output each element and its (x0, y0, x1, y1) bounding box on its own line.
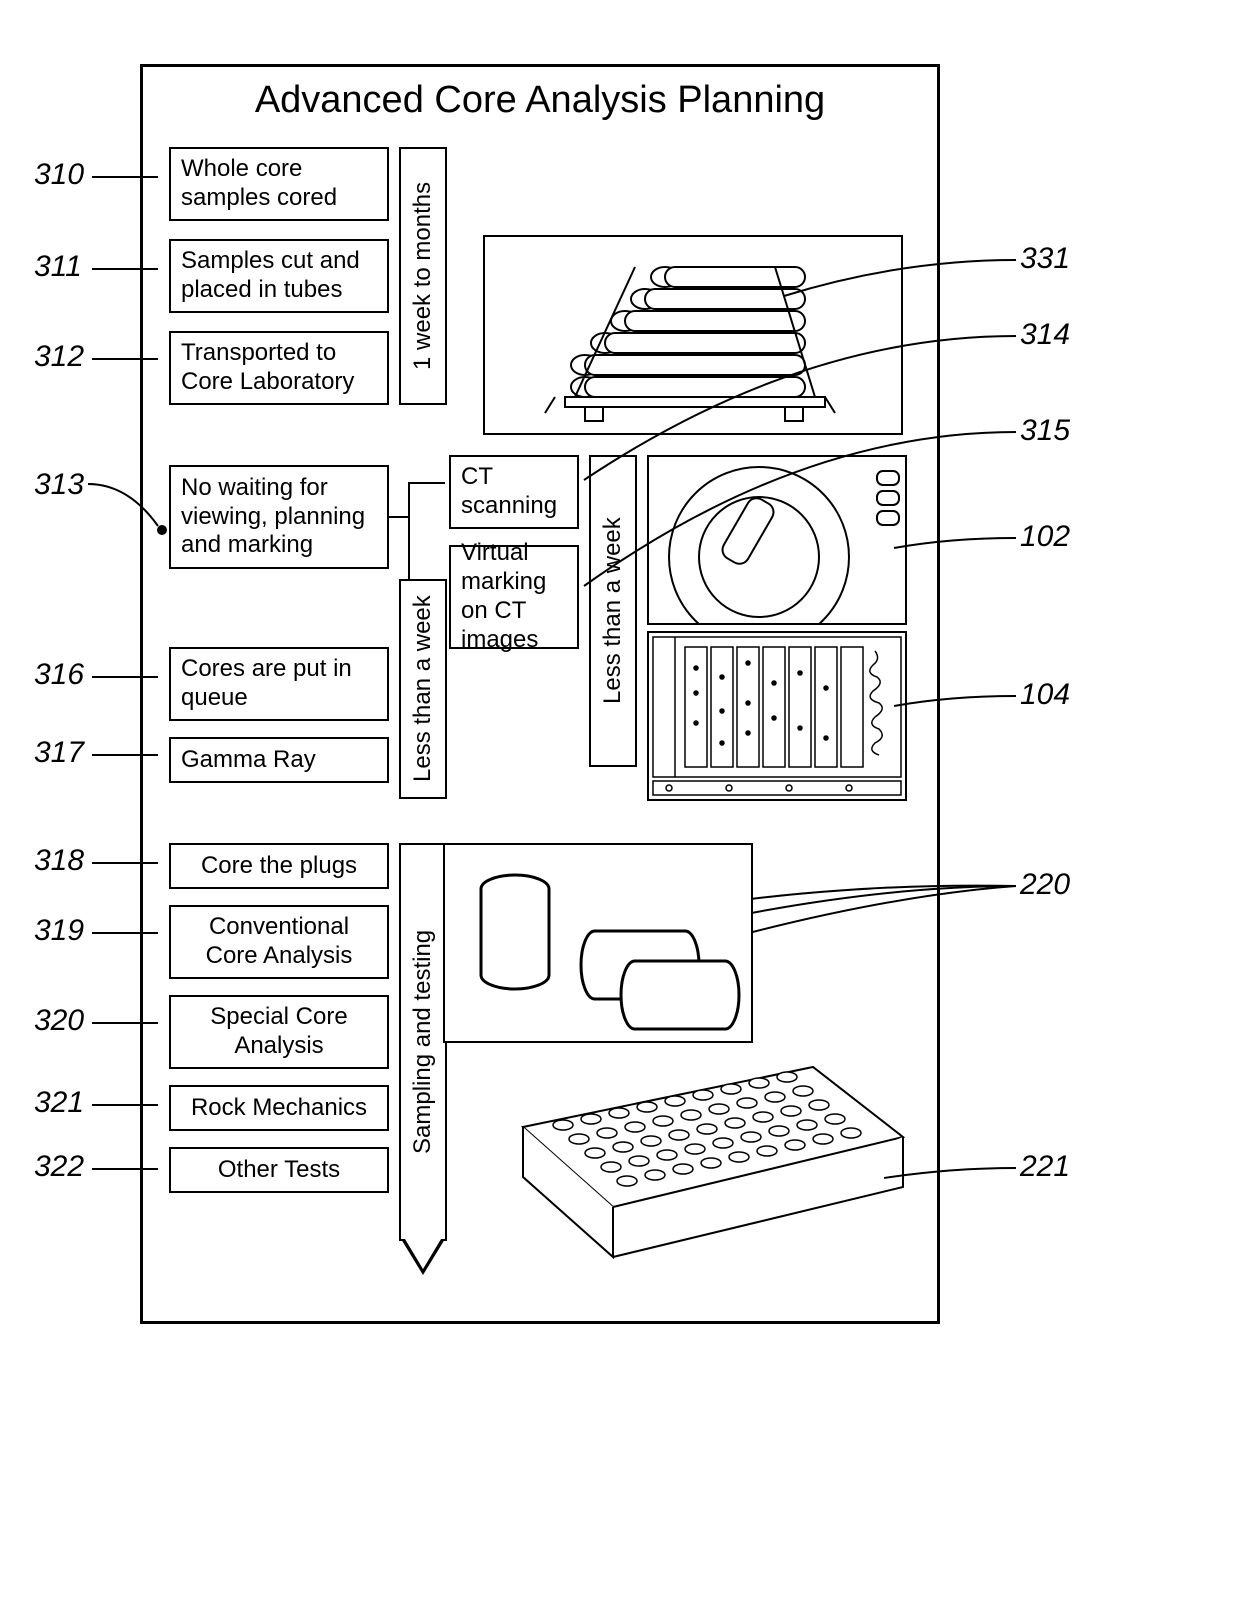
step-320: Special Core Analysis (169, 995, 389, 1069)
lead-331 (780, 252, 1020, 312)
step-311: Samples cut and placed in tubes (169, 239, 389, 313)
lead-322 (92, 1168, 158, 1170)
step-319: Conventional Core Analysis (169, 905, 389, 979)
lead-320 (92, 1022, 158, 1024)
illus-tray (483, 1007, 913, 1267)
callout-322: 322 (34, 1150, 84, 1184)
callout-310: 310 (34, 158, 84, 192)
step-318: Core the plugs (169, 843, 389, 889)
lead-313 (88, 476, 168, 536)
phase2-time-label-left: Less than a week (401, 581, 445, 797)
step-314: CT scanning (449, 455, 579, 529)
diagram-canvas: Advanced Core Analysis Planning Whole co… (20, 20, 1220, 1582)
lead-321 (92, 1104, 158, 1106)
callout-318: 318 (34, 844, 84, 878)
callout-316: 316 (34, 658, 84, 692)
phase3-timebox: Sampling and testing (399, 843, 447, 1241)
lead-221 (880, 1158, 1020, 1198)
step-313: No waiting for viewing, planning and mar… (169, 465, 389, 569)
phase3-time-label: Sampling and testing (401, 845, 445, 1239)
callout-315: 315 (1020, 414, 1070, 448)
callout-311: 311 (34, 250, 82, 284)
arrow-down-icon (401, 1239, 445, 1275)
plugs-icon (445, 845, 751, 1041)
callout-314: 314 (1020, 318, 1070, 352)
step-321: Rock Mechanics (169, 1085, 389, 1131)
lead-317 (92, 754, 158, 756)
phase1-time-label: 1 week to months (401, 149, 445, 403)
callout-220: 220 (1020, 868, 1070, 902)
callout-320: 320 (34, 1004, 84, 1038)
lead-316 (92, 676, 158, 678)
callout-104: 104 (1020, 678, 1070, 712)
step-322: Other Tests (169, 1147, 389, 1193)
lead-312 (92, 358, 158, 360)
lead-104 (890, 688, 1020, 718)
lead-102 (890, 530, 1020, 560)
callout-317: 317 (34, 736, 84, 770)
lead-311 (92, 268, 158, 270)
phase1-timebox: 1 week to months (399, 147, 447, 405)
diagram-title: Advanced Core Analysis Planning (143, 79, 937, 122)
callout-221: 221 (1020, 1150, 1070, 1184)
callout-313: 313 (34, 468, 84, 502)
lead-315 (580, 426, 1020, 596)
lead-310 (92, 176, 158, 178)
tray-icon (483, 1007, 913, 1267)
lead-318 (92, 862, 158, 864)
lead-319 (92, 932, 158, 934)
step-312: Transported to Core Laboratory (169, 331, 389, 405)
step-310: Whole core samples cored (169, 147, 389, 221)
step-317: Gamma Ray (169, 737, 389, 783)
illus-plugs (443, 843, 753, 1043)
screen-icon (649, 633, 905, 799)
callout-312: 312 (34, 340, 84, 374)
step-315: Virtual marking on CT images (449, 545, 579, 649)
callout-319: 319 (34, 914, 84, 948)
illus-screen (647, 631, 907, 801)
phase2-timebox-left: Less than a week (399, 579, 447, 799)
callout-102: 102 (1020, 520, 1070, 554)
step-316: Cores are put in queue (169, 647, 389, 721)
callout-321: 321 (34, 1086, 84, 1120)
callout-331: 331 (1020, 242, 1070, 276)
